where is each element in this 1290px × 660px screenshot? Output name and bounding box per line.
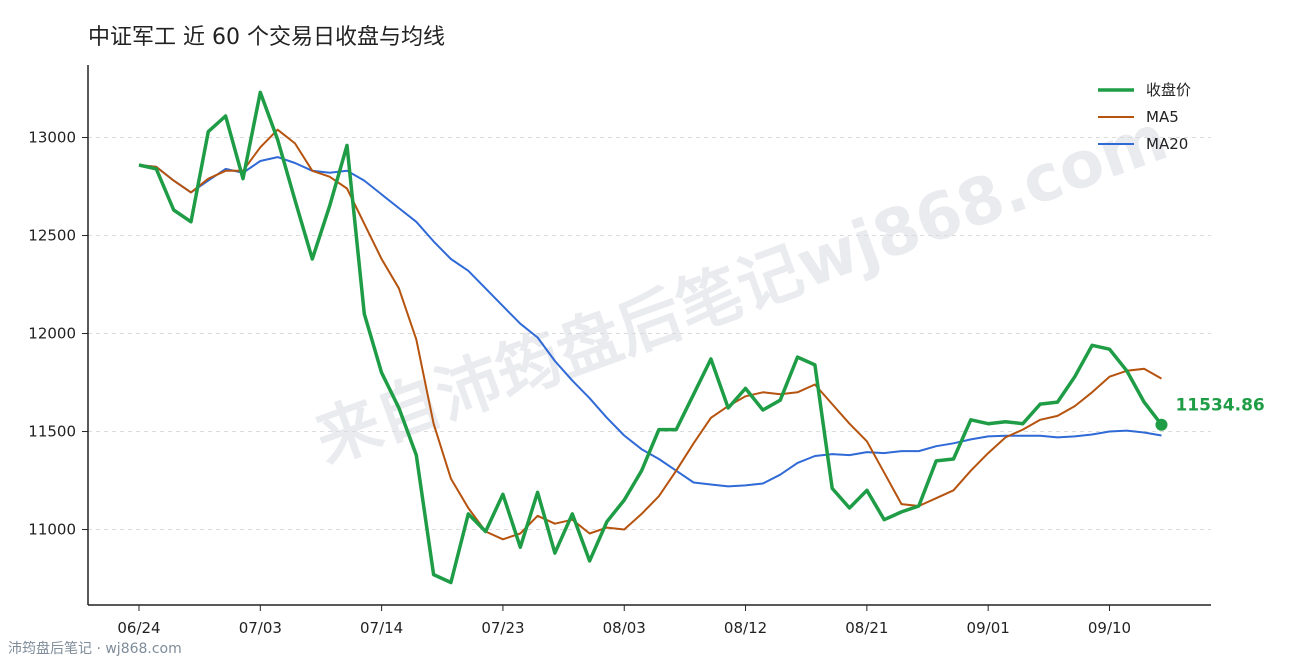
x-tick-label: 07/03 (239, 619, 282, 637)
x-tick-label: 08/21 (845, 619, 888, 637)
legend: 收盘价 MA5 MA20 (1098, 81, 1191, 153)
ma5-line (138, 128, 1162, 541)
chart-title: 中证军工 近 60 个交易日收盘与均线 (88, 25, 445, 50)
last-close-value-label: 11534.86 (1175, 396, 1264, 416)
watermark-text: 来自沛筠盘后笔记wj868.com (306, 101, 1177, 478)
x-tick-label: 08/12 (724, 619, 767, 637)
y-tick-label: 12000 (28, 325, 76, 343)
series-layer (138, 90, 1163, 585)
legend-label-ma5: MA5 (1146, 108, 1179, 126)
x-tick-label: 09/10 (1088, 619, 1131, 637)
footer-watermark: 沛筠盘后笔记 · wj868.com (8, 640, 182, 657)
x-tick-label: 07/14 (360, 619, 403, 637)
x-tick-label: 07/23 (481, 619, 524, 637)
y-tick-label: 13000 (28, 129, 76, 147)
close-price-line (138, 90, 1163, 585)
x-tick-label: 09/01 (967, 619, 1010, 637)
y-tick-label: 11500 (28, 423, 76, 441)
y-ticks: 11000 11500 12000 12500 13000 (28, 129, 88, 539)
x-tick-label: 06/24 (117, 619, 160, 637)
x-ticks: 06/24 07/03 07/14 07/23 08/03 08/12 08/21 09/01… (117, 605, 1131, 637)
legend-label-close: 收盘价 (1146, 81, 1191, 99)
last-close-point (1155, 418, 1168, 431)
y-tick-label: 11000 (28, 521, 76, 539)
y-tick-label: 12500 (28, 227, 76, 245)
axes (87, 65, 1211, 606)
legend-label-ma20: MA20 (1146, 135, 1188, 153)
gridlines (88, 137, 1211, 531)
x-tick-label: 08/03 (603, 619, 646, 637)
